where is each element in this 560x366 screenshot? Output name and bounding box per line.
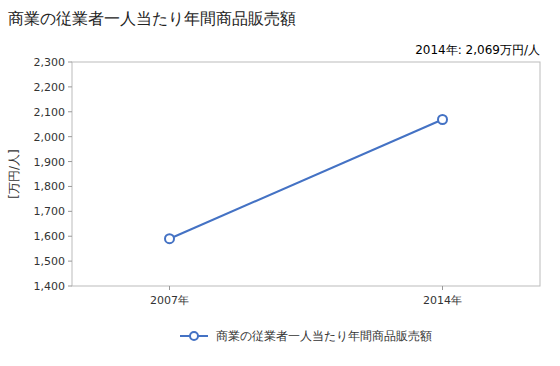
legend: 商業の従業者一人当たり年間商品販売額: [180, 329, 432, 343]
y-tick-label: 1,800: [34, 180, 66, 193]
x-tick: [442, 286, 443, 290]
y-tick: [68, 211, 72, 212]
x-tick-label: 2014年: [423, 294, 462, 307]
y-tick: [68, 86, 72, 87]
plot-area: [165, 115, 447, 243]
legend-marker: [190, 332, 198, 340]
plot-frame: [72, 62, 540, 286]
legend-label: 商業の従業者一人当たり年間商品販売額: [216, 329, 432, 343]
marker: [165, 234, 174, 243]
y-tick-label: 1,700: [34, 205, 66, 218]
y-tick: [68, 161, 72, 162]
x-tick-label: 2007年: [150, 294, 189, 307]
y-tick: [68, 111, 72, 112]
y-tick-label: 2,200: [34, 81, 66, 94]
y-tick-label: 2,000: [34, 131, 66, 144]
y-tick: [68, 261, 72, 262]
y-tick-label: 2,100: [34, 106, 66, 119]
y-tick: [68, 236, 72, 237]
y-tick: [68, 286, 72, 287]
chart: 商業の従業者一人当たり年間商品販売額 2014年: 2,069万円/人 1,400 1…: [0, 0, 560, 366]
x-tick: [169, 286, 170, 290]
y-tick-label: 2,300: [34, 56, 66, 69]
annotation: 2014年: 2,069万円/人: [415, 43, 540, 57]
y-tick: [68, 62, 72, 63]
y-tick-label: 1,400: [34, 280, 66, 293]
line: [170, 119, 443, 238]
y-tick: [68, 186, 72, 187]
marker: [438, 115, 447, 124]
y-tick-label: 1,500: [34, 255, 66, 268]
y-tick-label: 1,900: [34, 156, 66, 169]
y-axis-label: [万円/人]: [7, 149, 21, 198]
y-tick: [68, 136, 72, 137]
y-tick-label: 1,600: [34, 230, 66, 243]
title: 商業の従業者一人当たり年間商品販売額: [8, 9, 296, 28]
